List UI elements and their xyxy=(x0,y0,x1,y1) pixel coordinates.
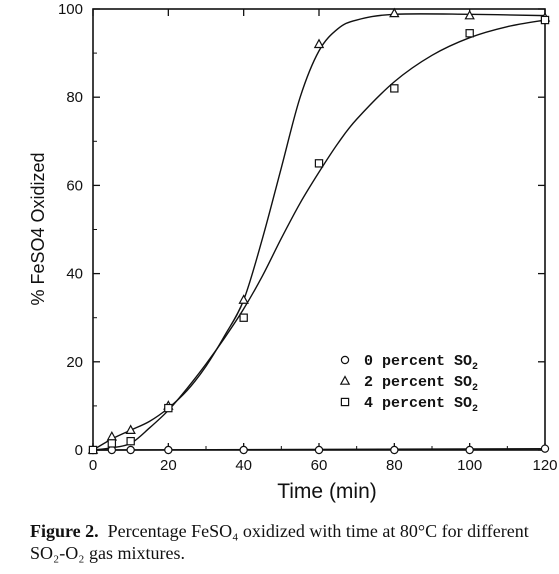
y-axis-title: % FeSO4 Oxidized xyxy=(28,152,48,305)
x-tick-label: 0 xyxy=(89,457,97,474)
point-square xyxy=(164,403,173,413)
point-square xyxy=(465,29,474,38)
x-tick-label: 80 xyxy=(386,457,403,474)
x-tick-label: 100 xyxy=(457,457,482,474)
y-tick-label: 80 xyxy=(66,89,83,106)
point-circle xyxy=(465,445,474,455)
point-circle xyxy=(390,445,399,455)
caption-label: Figure 2. xyxy=(30,521,99,541)
curve-triangle xyxy=(92,13,546,451)
point-triangle xyxy=(238,294,249,304)
y-tick-label: 20 xyxy=(66,354,83,371)
point-square xyxy=(107,439,117,448)
x-tick-label: 60 xyxy=(311,457,328,474)
legend-marker-square xyxy=(340,397,350,407)
legend-label: 4 percent SO2 xyxy=(364,395,478,415)
point-triangle xyxy=(313,38,325,49)
caption-text: Percentage FeSO₄ oxidized with time at 8… xyxy=(30,521,529,563)
legend-label: 2 percent SO2 xyxy=(364,374,478,394)
legend-marker-circle xyxy=(340,355,350,365)
curve-square xyxy=(92,19,546,451)
axes-ticks: 0 20 40 60 80 100 120 0 20 40 60 80 100 xyxy=(58,1,558,474)
point-triangle xyxy=(389,7,400,18)
y-tick-label: 40 xyxy=(66,266,83,283)
point-circle xyxy=(239,445,248,455)
point-square xyxy=(314,159,324,168)
y-tick-label: 0 xyxy=(75,442,83,459)
point-circle xyxy=(540,444,550,453)
point-triangle xyxy=(464,9,475,20)
x-tick-label: 40 xyxy=(235,457,252,474)
x-tick-label: 20 xyxy=(160,457,177,474)
y-tick-label: 100 xyxy=(58,1,83,18)
x-tick-label: 120 xyxy=(532,457,557,474)
x-axis-title: Time (min) xyxy=(277,480,377,503)
legend-marker-triangle xyxy=(339,375,351,385)
figure-caption: Figure 2. Percentage FeSO₄ oxidized with… xyxy=(30,520,559,564)
chart: 0 20 40 60 80 100 120 0 20 40 60 80 100 Time (min) %… xyxy=(28,1,558,503)
legend-label: 0 percent SO2 xyxy=(364,353,478,373)
point-square xyxy=(540,15,550,25)
point-square xyxy=(390,84,399,93)
data-markers xyxy=(87,7,551,455)
point-circle xyxy=(164,445,173,455)
point-triangle xyxy=(106,431,118,441)
point-circle xyxy=(126,445,135,455)
y-tick-label: 60 xyxy=(66,177,83,194)
point-triangle xyxy=(125,424,136,434)
point-square xyxy=(239,313,248,322)
point-square xyxy=(88,445,98,455)
point-square xyxy=(126,436,135,446)
point-circle xyxy=(314,445,324,455)
